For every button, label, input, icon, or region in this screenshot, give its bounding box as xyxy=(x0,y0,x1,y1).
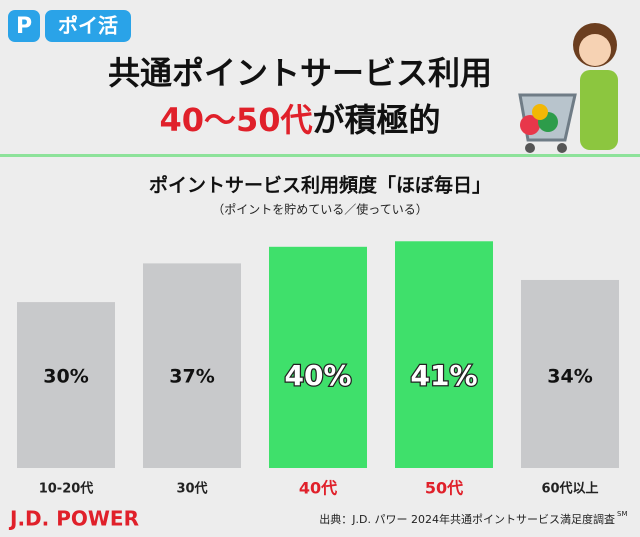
value-label: 41% xyxy=(410,359,477,392)
divider xyxy=(0,154,640,157)
bar xyxy=(521,279,619,468)
value-label: 40% xyxy=(284,359,351,392)
bar xyxy=(143,263,241,468)
source: 出典：J.D. パワー 2024年共通ポイントサービス満足度調査 xyxy=(319,512,615,526)
source-mark: SM xyxy=(617,510,627,518)
x-tick-label: 40代 xyxy=(299,479,337,498)
title: 共通ポイントサービス利用 xyxy=(108,54,492,92)
value-label: 34% xyxy=(547,366,592,388)
logo-icon xyxy=(8,10,40,42)
x-tick-label: 50代 xyxy=(425,479,463,498)
bar xyxy=(269,246,367,468)
bar xyxy=(17,302,115,468)
bar xyxy=(395,241,493,468)
title-rest: が積極的 xyxy=(313,101,441,139)
title-line2: 40〜50代が積極的 xyxy=(159,101,440,139)
logo-box xyxy=(45,10,131,42)
value-label: 37% xyxy=(169,366,214,388)
title-highlight: 40〜50代 xyxy=(159,101,312,139)
x-tick-label: 10-20代 xyxy=(39,481,94,497)
illustration xyxy=(518,23,618,153)
value-label: 30% xyxy=(43,366,88,388)
x-tick-label: 60代以上 xyxy=(541,481,598,497)
logo-text: ポイ活 xyxy=(58,14,118,38)
x-tick-label: 30代 xyxy=(176,481,207,497)
chart-subtitle: （ポイントを貯めている／使っている） xyxy=(212,202,427,217)
chart-title: ポイントサービス利用頻度「ほぼ毎日」 xyxy=(149,174,491,197)
logo-p: P xyxy=(16,14,32,39)
brand: J.D. POWER xyxy=(8,507,139,531)
